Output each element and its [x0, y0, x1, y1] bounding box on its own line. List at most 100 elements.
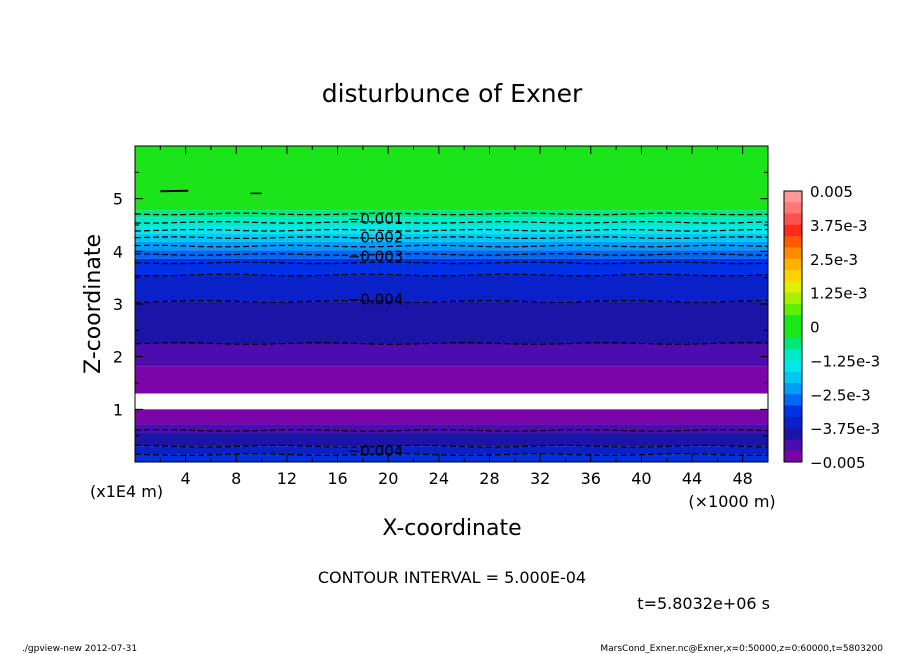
colorbar-swatch-9: [784, 292, 802, 305]
contour-label-3: −0.004: [348, 291, 404, 309]
colorbar-swatch-15: [784, 360, 802, 373]
contour-band-14: [135, 424, 768, 434]
footer-right-text: MarsCond_Exner.nc@Exner,x=0:50000,z=0:60…: [600, 644, 883, 654]
y-tick-label-4: 4: [113, 242, 123, 261]
contour-line-8: [134, 299, 769, 303]
colorbar-swatch-10: [784, 303, 802, 316]
contour-line-1: [134, 220, 769, 224]
x-tick-label-44: 44: [682, 469, 702, 488]
contour-line-7: [134, 273, 769, 277]
contour-band-1: [135, 210, 768, 218]
x-tick-label-20: 20: [378, 469, 398, 488]
colorbar-label-3: 1.25e-3: [810, 285, 868, 303]
x-tick-label-12: 12: [277, 469, 297, 488]
contour-band-17: [135, 454, 768, 462]
colorbar: [783, 190, 803, 463]
colorbar-swatch-20: [784, 416, 802, 429]
contour-line-2: [134, 228, 769, 232]
colorbar-label-5: −1.25e-3: [810, 352, 880, 370]
contour-band-11: [135, 366, 768, 394]
y-tick-label-2: 2: [113, 348, 123, 367]
y-tick-label-5: 5: [113, 190, 123, 209]
colorbar-swatch-13: [784, 337, 802, 350]
contour-band-8: [135, 275, 768, 302]
contour-band-10: [135, 343, 768, 367]
contour-label-4: −0.004: [348, 442, 404, 460]
contour-segment-0: [160, 189, 189, 193]
x-tick-label-16: 16: [327, 469, 347, 488]
y-tick-label-3: 3: [113, 295, 123, 314]
contour-band-13: [135, 409, 768, 425]
colorbar-swatch-22: [784, 439, 802, 452]
axis-ticks: [135, 146, 768, 462]
colorbar-labels: 0.005 3.75e-3 2.5e-3 1.25e-3 0 −1.25e-3 −2.5e-…: [810, 183, 880, 472]
y-tick-label-1: 1: [113, 400, 123, 419]
x-tick-label-40: 40: [631, 469, 651, 488]
x-tick-labels: 4 8 12 16 20 24 28 32 36 40 44 48: [181, 469, 753, 488]
x-tick-label-32: 32: [530, 469, 550, 488]
colorbar-swatch-3: [784, 224, 802, 237]
contour-band-9: [135, 301, 768, 344]
x-axis-label: X-coordinate: [382, 516, 521, 541]
contour-band-16: [135, 446, 768, 455]
x-tick-label-36: 36: [581, 469, 601, 488]
colorbar-label-1: 3.75e-3: [810, 217, 868, 235]
contour-line-10: [134, 428, 769, 432]
chart-title: disturbunce of Exner: [322, 79, 583, 108]
contour-band-4: [135, 233, 768, 242]
x-unit-label: (×1000 m): [688, 492, 775, 511]
contour-band-0: [135, 146, 768, 211]
colorbar-swatch-5: [784, 247, 802, 260]
colorbar-swatch-12: [784, 326, 802, 339]
y-tick-labels: 1 2 3 4 5: [113, 190, 123, 420]
colorbar-swatch-16: [784, 371, 802, 384]
colorbar-label-7: −3.75e-3: [810, 420, 880, 438]
colorbar-swatch-2: [784, 213, 802, 226]
colorbar-label-8: −0.005: [810, 454, 866, 472]
x-tick-label-24: 24: [429, 469, 449, 488]
contour-band-2: [135, 217, 768, 227]
contour-label-0: −0.001: [348, 210, 404, 228]
y-axis-label: Z-coordinate: [81, 234, 106, 374]
plot-area: −0.001−0.002−0.003 −0.004 −0.004: [134, 145, 769, 463]
colorbar-label-4: 0: [810, 319, 820, 337]
time-text: t=5.8032e+06 s: [637, 594, 770, 613]
colorbar-swatch-7: [784, 270, 802, 282]
colorbar-swatch-21: [784, 428, 802, 440]
colorbar-label-0: 0.005: [810, 183, 853, 201]
contour-label-2: −0.003: [348, 248, 404, 266]
colorbar-swatch-23: [784, 450, 802, 463]
colorbar-frame: [783, 190, 803, 463]
colorbar-swatch-14: [784, 349, 802, 361]
colorbar-label-2: 2.5e-3: [810, 251, 858, 269]
contour-band-7: [135, 258, 768, 276]
contour-band-15: [135, 433, 768, 447]
contour-line-11: [134, 444, 769, 448]
colorbar-label-6: −2.5e-3: [810, 386, 871, 404]
x-tick-label-4: 4: [181, 469, 191, 488]
contour-label-1: −0.002: [348, 229, 404, 247]
contour-interval-text: CONTOUR INTERVAL = 5.000E-04: [318, 568, 586, 587]
contour-line-0: [134, 212, 769, 216]
colorbar-swatch-19: [784, 405, 802, 418]
contour-line-3: [134, 236, 769, 240]
colorbar-swatch-0: [784, 191, 802, 203]
x-tick-label-8: 8: [231, 469, 241, 488]
contour-line-4: [134, 244, 769, 248]
contour-band-12: [135, 393, 768, 410]
contour-line-12: [134, 453, 769, 457]
contour-line-9: [134, 342, 769, 345]
colorbar-swatch-17: [784, 382, 802, 395]
x-tick-label-28: 28: [479, 469, 499, 488]
footer-left-text: ./gpview-new 2012-07-31: [22, 644, 137, 654]
colorbar-swatch-8: [784, 281, 802, 294]
y-unit-label: (x1E4 m): [90, 482, 163, 501]
colorbar-swatch-11: [784, 315, 802, 327]
colorbar-swatch-18: [784, 394, 802, 406]
contour-line-5: [134, 253, 769, 256]
colorbar-swatch-4: [784, 236, 802, 248]
contour-line-6: [134, 261, 769, 265]
colorbar-swatch-6: [784, 258, 802, 271]
x-tick-label-48: 48: [733, 469, 753, 488]
